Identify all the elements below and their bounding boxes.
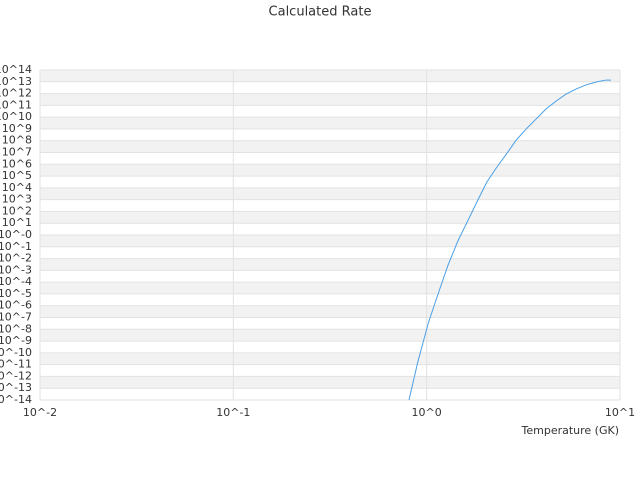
chart-title: Calculated Rate [269,5,372,20]
data-line [408,79,612,401]
y-tick-label: 10^-9 [0,334,32,347]
y-tick-label: 10^5 [2,169,32,182]
grid-band [40,93,620,106]
y-tick-label: 10^4 [2,181,32,194]
y-tick-label: 10^6 [2,157,32,170]
y-tick-label: 10^10 [0,110,32,123]
y-tick-label: 10^9 [2,122,32,135]
y-tick-label: 10^-5 [0,287,32,300]
y-tick-label: 10^12 [0,87,32,100]
y-tick-label: 10^-12 [0,369,32,382]
y-tick-label: 10^2 [2,204,32,217]
grid-band [40,140,620,153]
y-tick-label: 10^-11 [0,358,32,371]
y-tick-label: 10^-7 [0,311,32,324]
y-tick-label: 10^1 [2,216,32,229]
y-tick-label: 10^-1 [0,240,32,253]
grid-band [40,164,620,177]
grid-band [40,258,620,271]
x-tick-label: 10^-2 [23,406,57,419]
y-tick-label: 10^14 [0,63,32,76]
y-tick-label: 10^-14 [0,393,32,406]
grid-band [40,70,620,82]
y-tick-label: 10^-4 [0,275,32,288]
grid-band [40,329,620,342]
grid-band [40,187,620,200]
grid-band [40,117,620,129]
y-tick-label: 10^-2 [0,252,32,265]
y-tick-label: 10^7 [2,146,32,159]
grid-band [40,211,620,224]
y-tick-label: 10^-13 [0,381,32,394]
x-axis-label: Temperature (GK) [521,424,620,437]
y-tick-label: 10^-3 [0,263,32,276]
grid-band [40,376,620,389]
x-tick-label: 10^1 [605,406,635,419]
grid-band [40,305,620,318]
y-tick-label: 10^-10 [0,346,32,359]
grid-band [40,352,620,365]
y-tick-label: 10^13 [0,75,32,88]
y-tick-label: 10^-0 [0,228,32,241]
x-tick-label: 10^0 [412,406,442,419]
x-tick-label: 10^-1 [216,406,250,419]
y-tick-label: 10^3 [2,193,32,206]
grid-band [40,235,620,247]
y-tick-label: 10^8 [2,134,32,147]
grid-band [40,282,620,294]
y-tick-label: 10^-6 [0,299,32,312]
y-tick-label: 10^-8 [0,322,32,335]
y-tick-label: 10^11 [0,98,32,111]
